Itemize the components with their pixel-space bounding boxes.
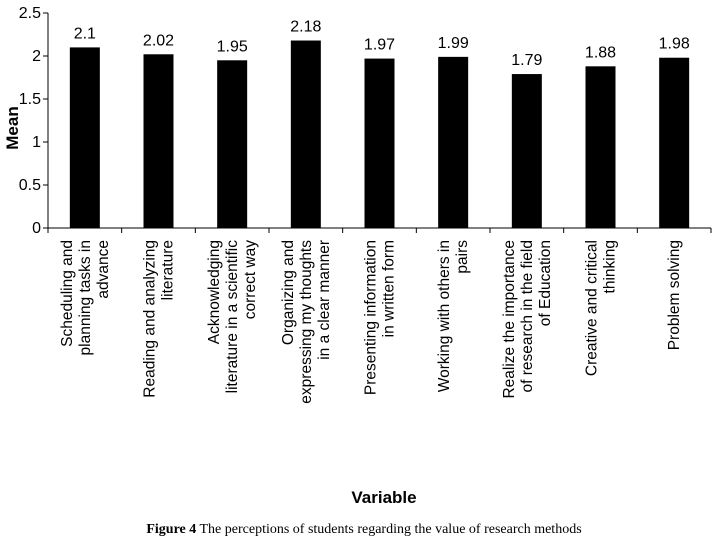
x-tick-label-line: correct way <box>242 240 259 319</box>
x-tick-label-line: in written form <box>381 240 398 337</box>
x-tick-label: Problem solving <box>666 240 683 350</box>
x-tick-label: Realize the importanceof research in the… <box>501 240 554 399</box>
x-tick-label: Acknowledgingliterature in a scientificc… <box>206 240 259 394</box>
x-tick-label: Scheduling andplanning tasks inadvance <box>59 240 112 355</box>
x-tick-label: Working with others inpairs <box>436 240 471 392</box>
figure-caption-text: The perceptions of students regarding th… <box>196 522 582 537</box>
data-label: 1.97 <box>364 37 395 54</box>
x-tick-label: Reading and analyzingliterature <box>142 240 177 398</box>
data-label: 1.88 <box>585 44 616 61</box>
data-label: 2.1 <box>74 25 96 42</box>
x-tick-label-line: Presenting information <box>363 240 380 395</box>
bar <box>69 47 100 229</box>
y-tick-label: 0 <box>32 220 41 237</box>
data-label: 1.79 <box>511 52 542 69</box>
bar <box>290 40 321 228</box>
x-tick-label-line: of research in the field <box>519 240 536 393</box>
x-tick-label-line: Working with others in <box>436 240 453 392</box>
x-tick-label-line: of Education <box>537 240 554 326</box>
data-label: 2.18 <box>290 19 321 36</box>
data-label: 1.99 <box>438 35 469 52</box>
x-tick-label-line: Organizing and <box>280 240 297 345</box>
x-tick-label-line: planning tasks in <box>77 240 94 355</box>
bar <box>438 56 469 228</box>
bar <box>364 58 395 228</box>
bar-chart: 0 0.5 1 1.5 2 2.5 2.1 Scheduling andplanning ta… <box>3 5 712 507</box>
bar <box>585 66 616 228</box>
x-tick-label-line: literature <box>160 240 177 300</box>
x-tick-label-line: Realize the importance <box>501 240 518 399</box>
x-tick-label-line: Problem solving <box>666 240 683 350</box>
data-label: 1.98 <box>659 36 690 53</box>
x-tick-label: Organizing andexpressing my thoughtsin a… <box>280 240 333 404</box>
x-tick-label-line: advance <box>95 240 112 299</box>
y-tick-label: 0.5 <box>19 177 41 194</box>
x-tick-label-line: in a clear manner <box>316 240 333 360</box>
y-tick-label: 2 <box>32 48 41 65</box>
x-tick-label-line: Scheduling and <box>59 240 76 347</box>
x-tick-label-line: Acknowledging <box>206 240 223 344</box>
bar <box>659 57 690 228</box>
x-tick-label: Presenting informationin written form <box>363 240 398 395</box>
figure-caption: Figure 4 The perceptions of students reg… <box>0 522 728 538</box>
data-label: 1.95 <box>217 38 248 55</box>
x-tick-label-line: pairs <box>454 240 471 274</box>
x-tick-label-line: expressing my thoughts <box>298 240 315 404</box>
bar <box>217 60 248 228</box>
plot-area: 0 0.5 1 1.5 2 2.5 2.1 Scheduling andplanning ta… <box>19 5 712 404</box>
x-axis-title: Variable <box>351 488 416 507</box>
x-tick-label-line: Reading and analyzing <box>142 240 159 398</box>
y-tick-label: 1.5 <box>19 91 41 108</box>
x-tick-label: Creative and criticalthinking <box>584 240 619 376</box>
figure-caption-prefix: Figure 4 <box>146 522 197 537</box>
y-tick-label: 2.5 <box>19 5 41 22</box>
x-tick-label-line: Creative and critical <box>584 240 601 376</box>
y-axis-title: Mean <box>3 106 22 149</box>
bar <box>143 54 174 228</box>
data-label: 2.02 <box>143 32 174 49</box>
y-tick-label: 1 <box>32 134 41 151</box>
bar <box>511 74 542 228</box>
x-tick-label-line: literature in a scientific <box>224 240 241 394</box>
x-tick-label-line: thinking <box>602 240 619 293</box>
